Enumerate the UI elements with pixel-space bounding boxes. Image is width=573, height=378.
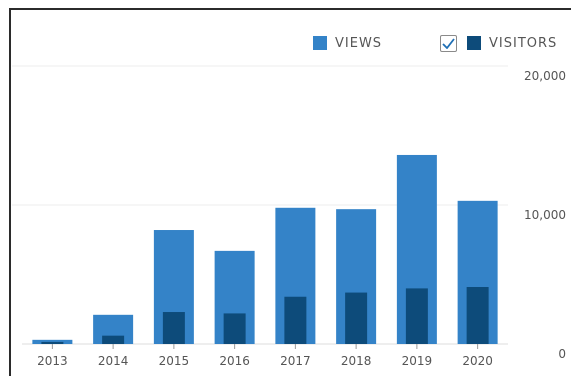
bar-visitors [102, 335, 125, 344]
bar-views [32, 339, 73, 344]
x-tick-label: 2017 [280, 354, 311, 368]
bar-visitors [345, 292, 368, 344]
legend-visitors-label: VISITORS [489, 35, 558, 51]
x-tick-label: 2014 [98, 354, 129, 368]
bar-visitors [405, 288, 428, 344]
y-tick-label: 10,000 [524, 208, 566, 222]
bar-visitors [284, 296, 307, 344]
checkmark-icon [442, 37, 455, 49]
views-swatch [313, 36, 327, 50]
x-tick-label: 2013 [37, 354, 68, 368]
legend-visitors[interactable]: VISITORS [440, 32, 557, 54]
legend-views: VIEWS [313, 32, 382, 54]
bar-visitors [223, 313, 246, 344]
bar-visitors [162, 312, 185, 344]
visitors-checkbox[interactable] [440, 34, 457, 52]
x-tick-label: 2015 [159, 354, 190, 368]
y-tick-label: 20,000 [524, 69, 566, 83]
x-tick-label: 2019 [402, 354, 433, 368]
x-tick-label: 2018 [341, 354, 372, 368]
x-tick-label: 2020 [462, 354, 493, 368]
x-tick-label: 2016 [219, 354, 250, 368]
visitors-swatch [467, 36, 481, 50]
y-tick-label: 0 [558, 347, 566, 361]
legend-views-label: VIEWS [335, 35, 383, 51]
bar-visitors [41, 341, 64, 344]
bar-visitors [466, 287, 489, 344]
